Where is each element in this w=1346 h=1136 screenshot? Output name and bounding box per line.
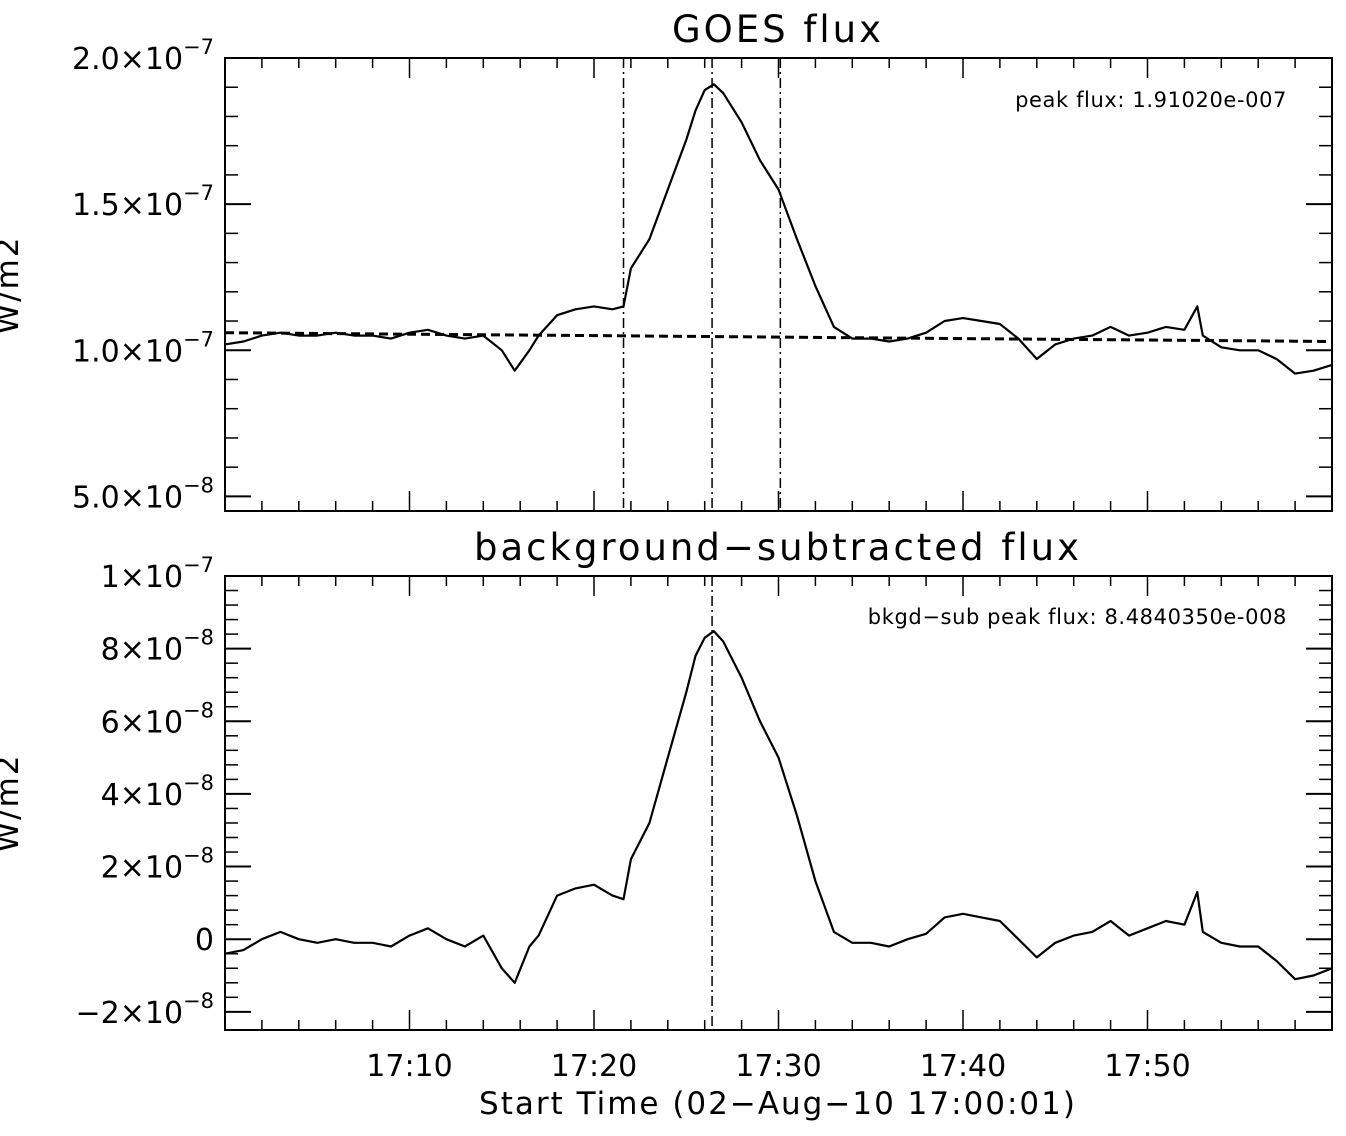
x-tick-label: 17:50 (1104, 1049, 1190, 1084)
bottom-chart-title: background−subtracted flux (474, 526, 1082, 569)
top-series-group (224, 83, 1333, 375)
bottom-peak-annotation: bkgd−sub peak flux: 8.4840350e-008 (868, 605, 1287, 629)
top-y-axis-label: W/m2 (0, 235, 26, 334)
bottom-y-tick-label: 8×10−8 (101, 626, 214, 668)
top-axis-ticks (224, 57, 1333, 511)
bottom-y-tick-labels: −2×10−8 0 2×10−8 4×10−8 6×10−8 8×10−8 1×10−7 (75, 553, 214, 1031)
bottom-y-tick-label: −2×10−8 (75, 989, 214, 1031)
top-y-tick-label: 2.0×10−7 (72, 35, 214, 77)
top-y-tick-label: 1.5×10−7 (72, 181, 214, 223)
top-y-tick-label: 1.0×10−7 (72, 327, 214, 369)
x-tick-label: 17:30 (735, 1049, 821, 1084)
bottom-flux-series-line (224, 630, 1333, 984)
bottom-plot-frame (224, 575, 1333, 1031)
bottom-x-tick-labels: 17:10 17:20 17:30 17:40 17:50 (366, 1049, 1190, 1084)
bottom-y-tick-label: 4×10−8 (101, 771, 214, 813)
top-y-tick-labels: 5.0×10−8 1.0×10−7 1.5×10−7 2.0×10−7 (72, 35, 214, 515)
top-chart-title: GOES flux (672, 8, 884, 51)
top-plot-frame (224, 57, 1333, 512)
bottom-y-tick-label: 1×10−7 (101, 553, 214, 595)
bkgd-sub-flux-panel: background−subtracted flux W/m2 −2×10−8 0… (0, 526, 1333, 1122)
bottom-y-tick-label: 2×10−8 (101, 844, 214, 886)
top-peak-annotation: peak flux: 1.91020e-007 (1015, 88, 1287, 112)
top-flux-series-line (224, 83, 1333, 375)
x-axis-label: Start Time (02−Aug−10 17:00:01) (479, 1086, 1077, 1122)
x-tick-label: 17:40 (920, 1049, 1006, 1084)
top-y-tick-label: 5.0×10−8 (72, 473, 214, 515)
bottom-y-tick-label: 0 (195, 923, 214, 958)
x-tick-label: 17:20 (551, 1049, 637, 1084)
top-vertical-markers (622, 58, 782, 511)
goes-flux-panel: GOES flux W/m2 5.0×10−8 1.0×10−7 1.5×10−7 2… (0, 8, 1333, 515)
bottom-y-tick-label: 6×10−8 (101, 698, 214, 740)
bottom-y-axis-label: W/m2 (0, 753, 26, 852)
bottom-series-group (224, 630, 1333, 984)
bottom-axis-ticks (224, 575, 1333, 1030)
x-tick-label: 17:10 (366, 1049, 452, 1084)
top-background-dashed-line (224, 331, 1333, 343)
